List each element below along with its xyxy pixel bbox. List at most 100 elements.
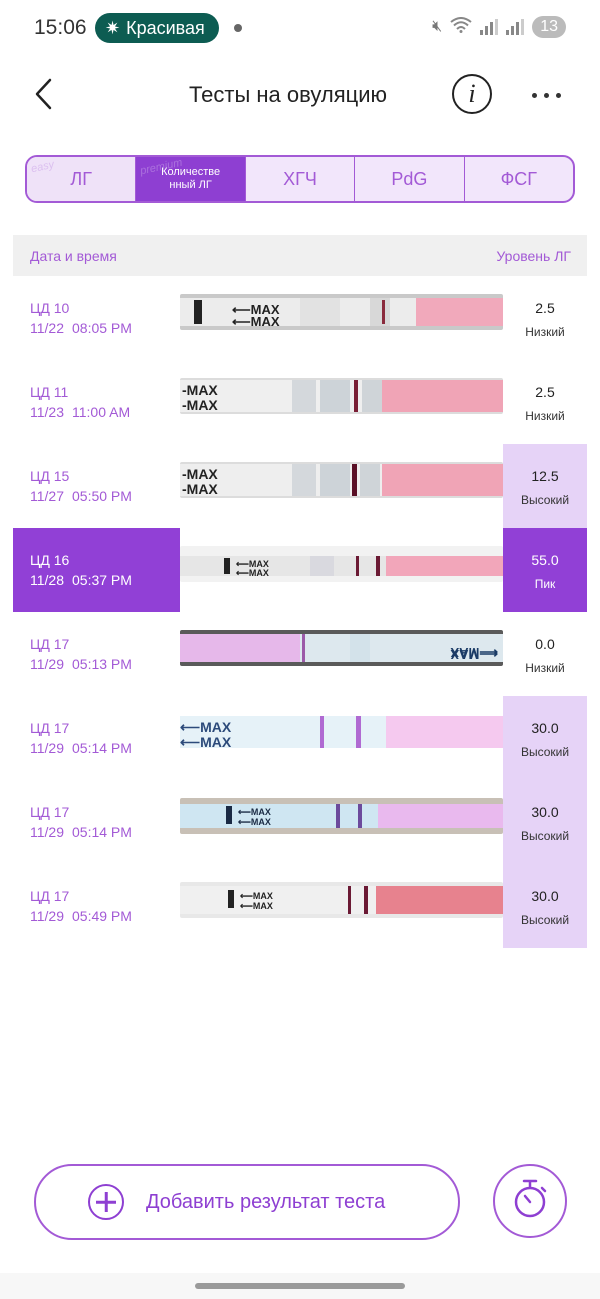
test-strip-image: ⟵MAX ⟵MAX — [180, 714, 503, 750]
table-row[interactable]: ЦД 11 11/23 11:00 AM -MAX -MAX 2.5 Низкий — [0, 360, 600, 444]
svg-text:⟵MAX: ⟵MAX — [240, 901, 273, 911]
row-date: 11/29 — [30, 824, 64, 840]
status-bar: 15:06 ✷ Красивая 🔇︎ 13 — [0, 0, 600, 56]
test-strip-image: ⟵MAX ⟵MAX — [180, 882, 503, 918]
row-time: 05:14 PM — [72, 824, 132, 840]
signal-icon — [480, 19, 499, 35]
more-dots-icon[interactable] — [532, 85, 572, 105]
row-date: 11/29 — [30, 908, 64, 924]
row-datetime: ЦД 15 11/27 05:50 PM — [13, 444, 180, 528]
lh-level: Низкий — [525, 325, 565, 339]
row-datetime: ЦД 11 11/23 11:00 AM — [13, 360, 180, 444]
svg-text:⟵MAX: ⟵MAX — [236, 568, 269, 578]
notification-pill[interactable]: ✷ Красивая — [95, 13, 219, 43]
add-button-label: Добавить результат теста — [146, 1190, 386, 1213]
row-datetime: ЦД 16 11/28 05:37 PM — [13, 528, 180, 612]
lh-value: 0.0 Низкий — [503, 612, 587, 696]
status-icons: 🔇︎ 13 — [432, 16, 566, 38]
row-time: 05:13 PM — [72, 656, 132, 672]
test-strip-image: ⟵MAX ⟵MAX — [180, 546, 503, 582]
table-row[interactable]: ЦД 17 11/29 05:14 PM ⟵MAX ⟵MAX 30.0 Высоки… — [0, 696, 600, 780]
tab-label: ЛГ — [70, 168, 92, 189]
tab-label: ХГЧ — [283, 168, 317, 189]
row-datetime: ЦД 17 11/29 05:49 PM — [13, 864, 180, 948]
table-row[interactable]: ЦД 17 11/29 05:14 PM ⟵MAX ⟵MAX 30.0 Высоки… — [0, 780, 600, 864]
row-time: 11:00 AM — [72, 404, 131, 420]
lh-level: Низкий — [525, 409, 565, 423]
test-strip-image: ⟵MAX ⟵MAX — [180, 630, 503, 666]
tab-lh[interactable]: easy ЛГ — [27, 157, 137, 201]
lh-value: 2.5 Низкий — [503, 276, 587, 360]
test-strip-image: -MAX -MAX — [180, 462, 503, 498]
row-time: 08:05 PM — [72, 320, 132, 336]
svg-text:⟵MAX: ⟵MAX — [232, 314, 280, 329]
info-icon[interactable]: i — [452, 74, 492, 114]
tab-hcg[interactable]: ХГЧ — [246, 157, 356, 201]
table-row[interactable]: ЦД 16 11/28 05:37 PM ⟵MAX ⟵MAX 55.0 Пик — [0, 528, 600, 612]
svg-text:⟵MAX: ⟵MAX — [180, 719, 232, 735]
lh-number: 2.5 — [535, 384, 555, 400]
svg-text:-MAX: -MAX — [182, 481, 218, 497]
lh-level: Высокий — [520, 913, 570, 927]
lh-level: Пик — [534, 577, 556, 591]
test-type-tabs: easy ЛГ premium Количественный ЛГ ХГЧ Pd… — [25, 155, 575, 203]
system-nav-bar — [0, 1273, 600, 1299]
notification-dot — [234, 24, 242, 32]
tab-pdg[interactable]: PdG — [355, 157, 465, 201]
svg-text:⟵MAX: ⟵MAX — [240, 891, 273, 901]
notification-label: Красивая — [126, 17, 205, 38]
lh-number: 30.0 — [531, 720, 559, 736]
lh-value: 2.5 Низкий — [503, 360, 587, 444]
tab-fsh[interactable]: ФСГ — [465, 157, 573, 201]
lh-value: 30.0 Высокий — [503, 780, 587, 864]
row-date: 11/28 — [30, 572, 64, 588]
tab-label: Количественный ЛГ — [161, 166, 221, 191]
add-test-result-button[interactable]: Добавить результат теста — [34, 1164, 460, 1240]
row-time: 05:14 PM — [72, 740, 132, 756]
column-date: Дата и время — [30, 247, 117, 264]
column-level: Уровень ЛГ — [496, 247, 571, 264]
table-row[interactable]: ЦД 17 11/29 05:49 PM ⟵MAX ⟵MAX 30.0 Высоки… — [0, 864, 600, 948]
tab-label: ФСГ — [500, 168, 538, 189]
tab-quantitative-lh[interactable]: premium Количественный ЛГ — [136, 157, 246, 201]
row-datetime: ЦД 10 11/22 08:05 PM — [13, 276, 180, 360]
row-time: 05:50 PM — [72, 488, 132, 504]
table-row[interactable]: ЦД 17 11/29 05:13 PM ⟵MAX ⟵MAX 0.0 Низкий — [0, 612, 600, 696]
svg-text:-MAX: -MAX — [182, 382, 218, 398]
cycle-day: ЦД 15 — [30, 468, 70, 484]
lh-value: 30.0 Высокий — [503, 864, 587, 948]
chevron-left-icon[interactable] — [30, 76, 60, 112]
lh-number: 0.0 — [535, 636, 555, 652]
stopwatch-icon — [510, 1177, 550, 1226]
plus-circle-icon — [88, 1184, 124, 1220]
lh-value: 55.0 Пик — [503, 528, 587, 612]
signal-2-icon — [506, 19, 525, 35]
row-datetime: ЦД 17 11/29 05:14 PM — [13, 780, 180, 864]
cycle-day: ЦД 10 — [30, 300, 70, 316]
lh-number: 2.5 — [535, 300, 555, 316]
lh-value: 30.0 Высокий — [503, 696, 587, 780]
row-date: 11/29 — [30, 656, 64, 672]
row-time: 05:49 PM — [72, 908, 132, 924]
lh-level: Низкий — [525, 661, 565, 675]
row-date: 11/23 — [30, 404, 64, 420]
lh-level: Высокий — [520, 745, 570, 759]
row-datetime: ЦД 17 11/29 05:13 PM — [13, 612, 180, 696]
app-header: Тесты на овуляцию i — [0, 60, 600, 130]
cycle-day: ЦД 16 — [30, 552, 70, 568]
svg-text:⟵MAX: ⟵MAX — [450, 645, 498, 660]
lh-level: Высокий — [520, 829, 570, 843]
timer-button[interactable] — [493, 1164, 567, 1238]
svg-text:⟵MAX: ⟵MAX — [180, 734, 232, 750]
cycle-day: ЦД 17 — [30, 720, 70, 736]
lh-number: 12.5 — [531, 468, 559, 484]
table-row[interactable]: ЦД 15 11/27 05:50 PM -MAX -MAX 12.5 Высоки… — [0, 444, 600, 528]
tab-label: PdG — [391, 168, 428, 189]
table-row[interactable]: ЦД 10 11/22 08:05 PM ⟵MAX ⟵MAX 2.5 Низкий — [0, 276, 600, 360]
svg-text:-MAX: -MAX — [182, 466, 218, 482]
cycle-day: ЦД 17 — [30, 804, 70, 820]
mute-icon: 🔇︎ — [432, 18, 443, 35]
cycle-day: ЦД 11 — [30, 384, 69, 400]
row-date: 11/29 — [30, 740, 64, 756]
home-handle[interactable] — [195, 1283, 405, 1289]
